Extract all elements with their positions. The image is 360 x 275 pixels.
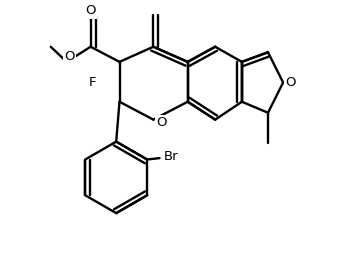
Text: O: O bbox=[64, 50, 75, 63]
Text: F: F bbox=[88, 76, 96, 89]
Text: O: O bbox=[156, 116, 166, 129]
Text: O: O bbox=[85, 4, 96, 18]
Text: Br: Br bbox=[164, 150, 179, 163]
Text: O: O bbox=[285, 76, 295, 89]
